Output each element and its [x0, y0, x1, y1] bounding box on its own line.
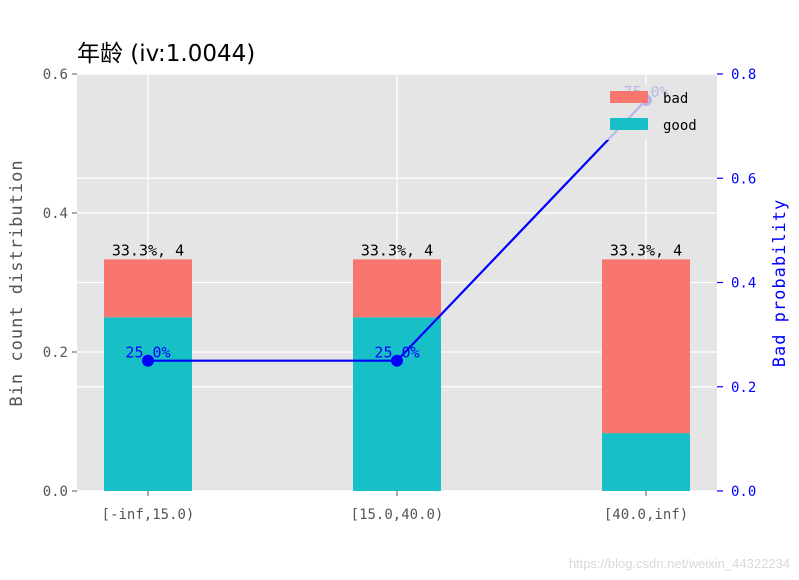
x-tick-label-2: [40.0,inf) [604, 507, 688, 523]
right-axis: 0.0 0.2 0.4 0.6 0.8 [717, 67, 756, 500]
legend: bad good [602, 84, 707, 140]
chart-title: 年龄 (iv:1.0044) [77, 41, 255, 67]
legend-label-good: good [663, 118, 697, 134]
bar-label-1: 33.3%, 4 [361, 241, 433, 259]
left-axis: 0.0 0.2 0.4 0.6 [43, 67, 77, 500]
y-right-tick-label-1: 0.2 [731, 380, 756, 396]
legend-swatch-good [610, 118, 648, 130]
y-tick-label-0: 0.0 [43, 484, 68, 500]
y-tick-label-2: 0.4 [43, 206, 68, 222]
bars [104, 259, 690, 491]
bar-labels: 33.3%, 4 33.3%, 4 33.3%, 4 [112, 241, 682, 259]
bar-label-0: 33.3%, 4 [112, 241, 184, 259]
y-tick-label-1: 0.2 [43, 345, 68, 361]
bar-label-2: 33.3%, 4 [610, 241, 682, 259]
bar-bad-1 [353, 259, 441, 318]
y-right-tick-label-4: 0.8 [731, 67, 756, 83]
y-axis-right-title: Bad probability [770, 199, 790, 368]
y-right-tick-label-2: 0.4 [731, 276, 756, 292]
y-right-tick-label-3: 0.6 [731, 171, 756, 187]
line-label-0: 25.0% [125, 344, 170, 362]
bar-bad-0 [104, 259, 192, 318]
bar-bad-2 [602, 259, 690, 434]
legend-swatch-bad [610, 91, 648, 103]
x-tick-label-1: [15.0,40.0) [351, 507, 444, 523]
line-point-0 [142, 354, 154, 367]
watermark: https://blog.csdn.net/weixin_44322234 [569, 556, 790, 571]
line-point-1 [391, 354, 403, 367]
x-axis: [-inf,15.0) [15.0,40.0) [40.0,inf) [102, 491, 688, 523]
y-axis-title: Bin count distribution [7, 159, 27, 406]
bar-good-1 [353, 317, 441, 491]
x-tick-label-0: [-inf,15.0) [102, 507, 195, 523]
bar-good-0 [104, 317, 192, 491]
bar-good-2 [602, 433, 690, 491]
legend-label-bad: bad [663, 91, 688, 107]
line-label-1: 25.0% [374, 344, 419, 362]
y-tick-label-3: 0.6 [43, 67, 68, 83]
y-right-tick-label-0: 0.0 [731, 484, 756, 500]
